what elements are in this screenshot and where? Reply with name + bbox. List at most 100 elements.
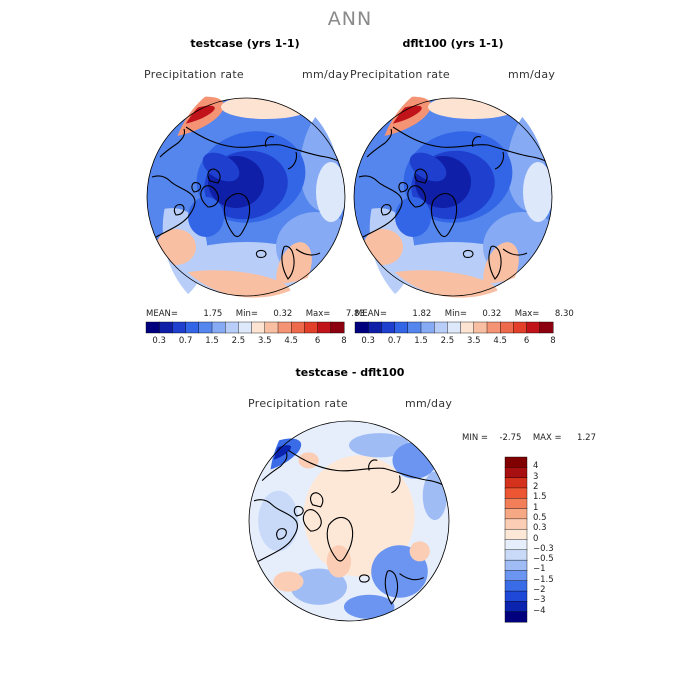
coastline-island xyxy=(398,182,409,193)
panel-1-mean-value: 1.75 xyxy=(203,309,223,319)
coastline-island xyxy=(309,492,324,508)
colorbar-tick-label: 8 xyxy=(341,336,347,346)
precip-region xyxy=(409,152,447,182)
coastline-island xyxy=(414,168,428,184)
coastline-alaska xyxy=(261,452,288,481)
coastline-group xyxy=(253,449,449,605)
panel-1-polar-map xyxy=(134,96,356,306)
panel-1-units-label: mm/day xyxy=(302,68,350,81)
coastline-europe xyxy=(502,248,528,256)
colorbar-swatch xyxy=(158,321,173,334)
panel-1-mean-label: MEAN= xyxy=(146,309,178,319)
coastline-eurasia-north xyxy=(392,126,552,170)
colorbar-tick-label: 8 xyxy=(550,336,556,346)
coastline-greenland xyxy=(223,192,251,238)
coastline-eurasia-north xyxy=(185,126,345,170)
colorbar-tick-label: 2 xyxy=(533,481,539,492)
precip-region xyxy=(202,152,240,182)
coastline-island xyxy=(207,168,221,184)
colorbar-swatch xyxy=(317,321,332,334)
coastline-greenland xyxy=(430,192,458,238)
colorbar-swatch xyxy=(504,570,528,582)
colorbar-tick-label: 0.3 xyxy=(533,523,547,534)
coastline-north-america xyxy=(358,175,403,238)
coastline-iceland xyxy=(358,574,370,583)
anomaly-region xyxy=(409,541,430,562)
colorbar-swatch xyxy=(486,321,501,334)
colorbar-swatch xyxy=(420,321,435,334)
colorbar-swatch xyxy=(504,539,528,551)
coastline-scandinavia xyxy=(281,245,295,280)
coastline-europe xyxy=(399,573,424,581)
coastline-hudson-bay xyxy=(276,528,287,540)
coastline-peninsula xyxy=(391,475,401,494)
colorbar-swatch xyxy=(526,321,541,334)
diff-min-label: MIN = xyxy=(462,433,489,443)
colorbar-swatch xyxy=(354,321,369,334)
coastline-iceland xyxy=(462,249,474,258)
colorbar-swatch xyxy=(504,518,528,530)
coastline-peninsula xyxy=(368,459,378,471)
coastline-hudson-bay xyxy=(380,204,392,216)
panel-1-colorbar-ticks: 0.3 0.7 1.5 2.5 3.5 4.5 6 8 xyxy=(146,336,346,348)
colorbar-swatch xyxy=(224,321,239,334)
coastline-group xyxy=(151,126,345,280)
colorbar-swatch xyxy=(172,321,187,334)
coastline-island xyxy=(191,182,202,193)
figure-title: ANN xyxy=(327,8,373,30)
colorbar-swatch xyxy=(504,611,528,623)
panel-1-max-label: Max= xyxy=(305,309,331,319)
diff-max-value: 1.27 xyxy=(577,433,596,443)
anomaly-region xyxy=(273,571,304,592)
panel-1-min-label: Min= xyxy=(235,309,258,319)
diff-colorbar-ticks: 4 3 2 1.5 1 0.5 0.3 0 −0.3 −0.5 −1 −1.5 −2 −3 −4 xyxy=(533,457,573,622)
colorbar-tick-label: 1.5 xyxy=(205,336,219,346)
colorbar-tick-label: −2 xyxy=(533,585,546,596)
coastline-north-america xyxy=(151,175,196,238)
colorbar-swatch xyxy=(211,321,226,334)
colorbar-swatch xyxy=(504,580,528,592)
diff-colorbar xyxy=(504,456,528,623)
coastline-island xyxy=(302,509,322,532)
anomaly-region xyxy=(298,452,319,469)
colorbar-tick-label: 1 xyxy=(533,502,539,513)
colorbar-tick-label: −0.3 xyxy=(533,543,554,554)
panel-2-max-label: Max= xyxy=(514,309,540,319)
panel-2-min-label: Min= xyxy=(444,309,467,319)
colorbar-tick-label: 3 xyxy=(533,471,539,482)
coastline-peninsula xyxy=(287,151,298,170)
diff-panel-title: testcase - dflt100 xyxy=(295,366,405,379)
panel-2-mean-label: MEAN= xyxy=(355,309,387,319)
colorbar-swatch xyxy=(185,321,200,334)
colorbar-tick-label: 4.5 xyxy=(493,336,507,346)
colorbar-swatch xyxy=(539,321,554,334)
panel-2-mean-value: 1.82 xyxy=(412,309,432,319)
colorbar-swatch xyxy=(394,321,409,334)
colorbar-swatch xyxy=(264,321,279,334)
coastline-alaska xyxy=(159,128,186,158)
colorbar-swatch xyxy=(473,321,488,334)
colorbar-tick-label: 1.5 xyxy=(533,492,547,503)
colorbar-tick-label: 4.5 xyxy=(284,336,298,346)
coastline-north-america xyxy=(253,499,298,562)
colorbar-swatch xyxy=(504,456,528,468)
colorbar-swatch xyxy=(251,321,266,334)
coastline-alaska xyxy=(366,128,393,158)
coastline-europe xyxy=(295,248,321,256)
colorbar-swatch xyxy=(198,321,213,334)
colorbar-swatch xyxy=(381,321,396,334)
colorbar-tick-label: −3 xyxy=(533,595,546,606)
colorbar-swatch xyxy=(499,321,514,334)
anomaly-region xyxy=(349,433,410,458)
coastline-island xyxy=(293,505,304,517)
panel-2-polar-map xyxy=(341,96,563,306)
coastline-hudson-bay xyxy=(173,204,185,216)
colorbar-tick-label: 0.7 xyxy=(178,336,193,346)
colorbar-swatch xyxy=(238,321,253,334)
panel-2-min-value: 0.32 xyxy=(482,309,502,319)
anomaly-region xyxy=(258,490,299,552)
coastline-greenland xyxy=(326,516,354,562)
diff-units-label: mm/day xyxy=(405,397,453,410)
colorbar-swatch xyxy=(504,508,528,520)
colorbar-swatch xyxy=(433,321,448,334)
